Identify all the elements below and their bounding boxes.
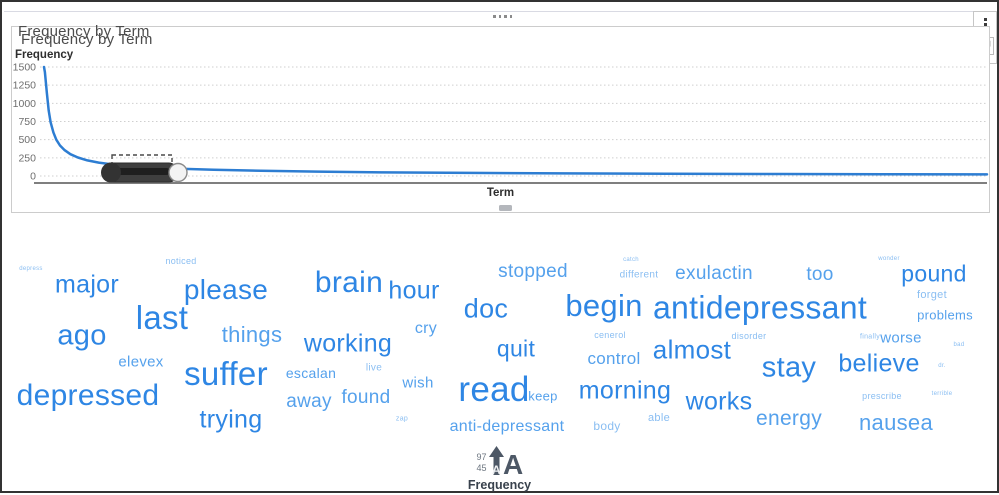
word-believe[interactable]: believe bbox=[838, 349, 920, 378]
word-please[interactable]: please bbox=[183, 274, 269, 305]
line-chart-title: Frequency by Term bbox=[21, 31, 153, 48]
line-chart-tile: Frequency by Term Frequency 0 250 500 750 10… bbox=[11, 26, 990, 213]
word-almost[interactable]: almost bbox=[652, 334, 732, 365]
word-terrible[interactable]: terrible bbox=[931, 391, 953, 397]
word-exulactin[interactable]: exulactin bbox=[675, 263, 753, 284]
brush-right-handle[interactable] bbox=[168, 162, 188, 183]
word-anti-depressant[interactable]: anti-depressant bbox=[449, 418, 565, 435]
word-pound[interactable]: pound bbox=[901, 260, 967, 287]
y-tick-labels: 0 250 500 750 1000 1250 1500 bbox=[13, 62, 37, 183]
word-quit[interactable]: quit bbox=[496, 335, 536, 362]
word-morning[interactable]: morning bbox=[578, 376, 672, 405]
svg-text:500: 500 bbox=[18, 134, 36, 146]
word-antidepressant[interactable]: antidepressant bbox=[652, 289, 868, 326]
word-elevex[interactable]: elevex bbox=[118, 353, 164, 371]
word-different[interactable]: different bbox=[619, 269, 659, 281]
legend-label: Frequency bbox=[467, 478, 532, 492]
word-brain[interactable]: brain bbox=[314, 266, 384, 299]
word-hour[interactable]: hour bbox=[388, 276, 440, 305]
x-axis-title: Term bbox=[486, 187, 515, 199]
panel-resize-handle[interactable] bbox=[499, 205, 512, 211]
word-trying[interactable]: trying bbox=[199, 405, 263, 434]
svg-text:250: 250 bbox=[18, 152, 36, 164]
frequency-line-chart[interactable]: 0 250 500 750 1000 1250 1500 bbox=[12, 58, 990, 190]
word-ago[interactable]: ago bbox=[57, 319, 107, 352]
word-cenerol[interactable]: cenerol bbox=[594, 330, 626, 340]
svg-text:1500: 1500 bbox=[13, 62, 37, 74]
word-nausea[interactable]: nausea bbox=[859, 410, 933, 435]
word-things[interactable]: things bbox=[221, 322, 283, 347]
gridlines bbox=[40, 66, 987, 177]
word-found[interactable]: found bbox=[341, 387, 391, 408]
frequency-size-legend: 97 45 A A Frequency bbox=[2, 445, 997, 492]
word-disorder[interactable]: disorder bbox=[731, 331, 767, 341]
top-divider-line bbox=[4, 11, 995, 12]
word-doc[interactable]: doc bbox=[463, 293, 509, 324]
word-zap[interactable]: zap bbox=[395, 415, 409, 423]
word-energy[interactable]: energy bbox=[755, 407, 823, 430]
word-finally[interactable]: finally bbox=[860, 333, 880, 341]
word-read[interactable]: read bbox=[458, 370, 530, 409]
svg-text:1250: 1250 bbox=[13, 80, 37, 92]
word-control[interactable]: control bbox=[587, 349, 641, 368]
word-last[interactable]: last bbox=[135, 299, 189, 336]
word-depressed[interactable]: depressed bbox=[16, 379, 160, 412]
word-wonder[interactable]: wonder bbox=[878, 256, 900, 262]
word-working[interactable]: working bbox=[303, 329, 393, 358]
word-wish[interactable]: wish bbox=[402, 374, 434, 392]
word-prescribe[interactable]: prescribe bbox=[862, 391, 902, 401]
svg-text:A: A bbox=[492, 463, 501, 477]
wordcloud-title: Frequency by Term bbox=[18, 23, 150, 40]
word-forget[interactable]: forget bbox=[917, 289, 947, 301]
word-dr[interactable]: dr. bbox=[938, 363, 946, 369]
svg-text:0: 0 bbox=[30, 171, 36, 183]
brush-left-handle[interactable] bbox=[101, 162, 121, 183]
word-away[interactable]: away bbox=[286, 391, 332, 412]
word-noticed[interactable]: noticed bbox=[165, 256, 197, 266]
word-body[interactable]: body bbox=[593, 419, 621, 433]
word-depress[interactable]: depress bbox=[19, 266, 43, 272]
word-escalan[interactable]: escalan bbox=[285, 365, 337, 381]
y-axis-title: Frequency bbox=[15, 49, 74, 61]
word-live[interactable]: live bbox=[365, 362, 383, 374]
legend-min-value: 45 bbox=[476, 463, 487, 473]
svg-text:1000: 1000 bbox=[13, 98, 37, 110]
word-keep[interactable]: keep bbox=[528, 388, 558, 404]
word-able[interactable]: able bbox=[648, 412, 670, 424]
frequency-scale-icon: A A bbox=[488, 446, 523, 477]
word-catch[interactable]: catch bbox=[623, 257, 639, 263]
word-begin[interactable]: begin bbox=[565, 288, 643, 323]
svg-text:750: 750 bbox=[18, 116, 36, 128]
word-problems[interactable]: problems bbox=[917, 307, 973, 323]
word-stopped[interactable]: stopped bbox=[498, 261, 568, 282]
legend-max-value: 97 bbox=[476, 452, 487, 462]
word-too[interactable]: too bbox=[806, 264, 834, 285]
panel-drag-handle-icon[interactable] bbox=[493, 15, 515, 20]
word-stay[interactable]: stay bbox=[761, 351, 817, 384]
word-cry[interactable]: cry bbox=[414, 320, 438, 337]
word-suffer[interactable]: suffer bbox=[184, 355, 268, 392]
svg-text:A: A bbox=[503, 449, 523, 477]
brush-inner-bar bbox=[108, 168, 170, 175]
word-works[interactable]: works bbox=[685, 387, 753, 416]
range-brush[interactable] bbox=[101, 154, 188, 183]
word-worse[interactable]: worse bbox=[880, 329, 922, 347]
word-major[interactable]: major bbox=[54, 270, 120, 299]
word-bad[interactable]: bad bbox=[953, 342, 965, 348]
